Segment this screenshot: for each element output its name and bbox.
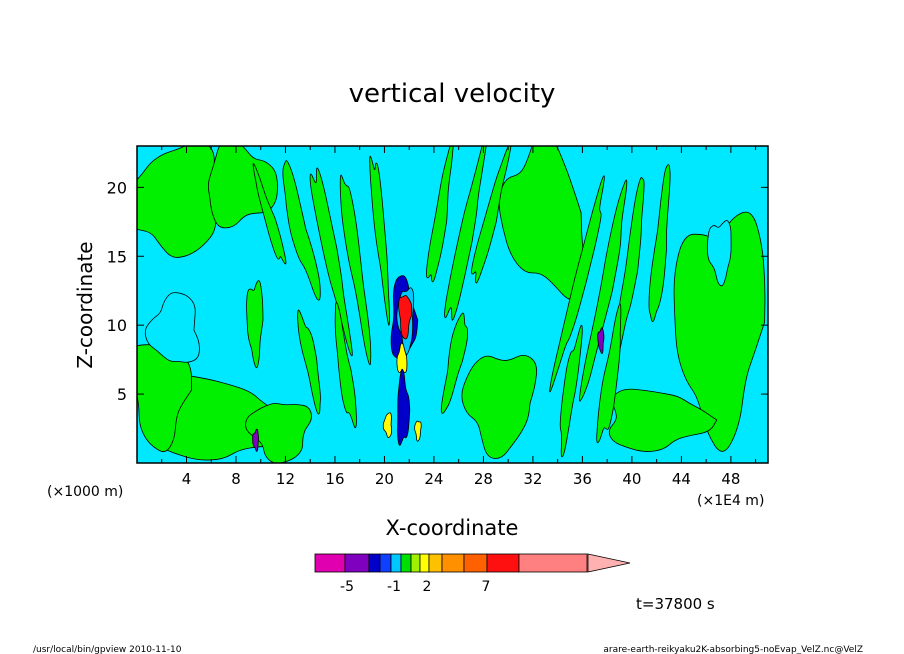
colorbar-swatch-4 [390,553,402,573]
field-streak [549,175,605,393]
field-streak [309,167,353,357]
x-axis: 4 8 12 16 20 24 28 32 36 40 44 48 [161,146,757,488]
colorbar-label-0: -5 [340,579,354,595]
field-streak [559,324,583,458]
colorbar-swatch-10 [463,553,488,573]
field-streak [648,164,671,322]
x-tick-label-5: 24 [424,470,443,488]
velocity-field [137,146,766,463]
field-streak [339,174,372,366]
colorbar-label-2: 2 [423,579,432,595]
colorbar-swatch-6 [410,553,421,573]
x-tick-label-8: 36 [573,470,592,488]
field-streak [579,179,628,402]
field-region [245,403,312,463]
field-streak [440,312,469,414]
y-tick-label-0: 5 [117,385,127,404]
colorbar-label-1: -1 [387,579,401,595]
colorbar-swatch-11 [486,553,520,573]
core-layer [382,412,393,438]
secondary-cell [252,428,260,452]
field-region [137,146,217,258]
colorbar-swatch-2 [368,553,381,573]
secondary-cell [597,327,605,354]
x-tick-label-10: 44 [672,470,691,488]
field-streak [297,309,321,415]
colorbar-extension [587,553,631,573]
time-label: t=37800 s [636,595,715,613]
core-layer [414,420,422,442]
field-streak [252,163,287,265]
colorbar-label-3: 7 [482,579,491,595]
core-lower [397,368,411,446]
core-layer [396,342,408,373]
field-region [207,146,279,229]
field-region [461,354,537,459]
x-axis-label: X-coordinate [386,516,519,540]
y-axis-label: Z-coordinate [73,241,97,368]
colorbar: -5 -1 2 7 [314,553,631,595]
core-updraft [398,295,413,340]
field-streak [426,146,454,283]
x-tick-label-2: 12 [276,470,295,488]
colorbar-swatch-5 [400,553,412,573]
field-streak [596,303,622,444]
x-units-right: (×1E4 m) [697,493,764,509]
field-region [673,211,766,452]
field-region [706,220,732,287]
field-streak [334,302,357,429]
chart-title: vertical velocity [349,79,556,109]
plot-frame [136,145,769,464]
x-tick-label-6: 28 [474,470,493,488]
field-streak [369,155,390,326]
x-tick-label-4: 20 [375,470,394,488]
field-streak [471,146,512,284]
footer-program: /usr/local/bin/gpview 2010-11-10 [33,645,182,654]
y-axis: 5 10 15 20 [107,178,768,404]
x-tick-label-7: 32 [523,470,542,488]
colorbar-swatch-9 [441,553,465,573]
field-streak [444,146,487,321]
x-tick-label-0: 4 [182,470,192,488]
x-tick-label-11: 48 [721,470,740,488]
colorbar-swatch-12 [518,553,588,573]
footer-file: arare-earth-reikyaku2K-absorbing5-noEvap… [603,645,863,654]
y-tick-label-3: 20 [107,178,127,197]
colorbar-swatch-8 [428,553,443,573]
field-region [144,292,200,363]
y-tick-label-1: 10 [107,316,127,335]
x-tick-label-9: 40 [622,470,641,488]
field-region [608,388,718,452]
x-tick-label-3: 16 [325,470,344,488]
colorbar-swatch-0 [314,553,346,573]
colorbar-swatch-7 [419,553,430,573]
x-units-left: (×1000 m) [47,484,123,500]
field-streak [246,280,264,369]
y-tick-label-2: 15 [107,247,127,266]
colorbar-swatch-1 [344,553,370,573]
x-tick-label-1: 8 [231,470,241,488]
field-streak [282,160,321,301]
colorbar-swatch-3 [379,553,392,573]
